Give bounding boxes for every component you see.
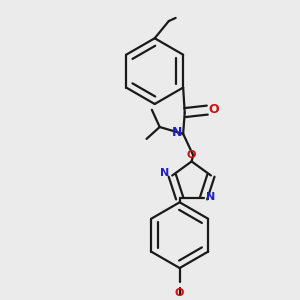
Text: N: N bbox=[160, 168, 169, 178]
Text: O: O bbox=[187, 150, 196, 160]
Text: O: O bbox=[209, 103, 220, 116]
Text: N: N bbox=[206, 192, 215, 202]
Text: N: N bbox=[172, 126, 182, 140]
Text: O: O bbox=[175, 288, 184, 298]
